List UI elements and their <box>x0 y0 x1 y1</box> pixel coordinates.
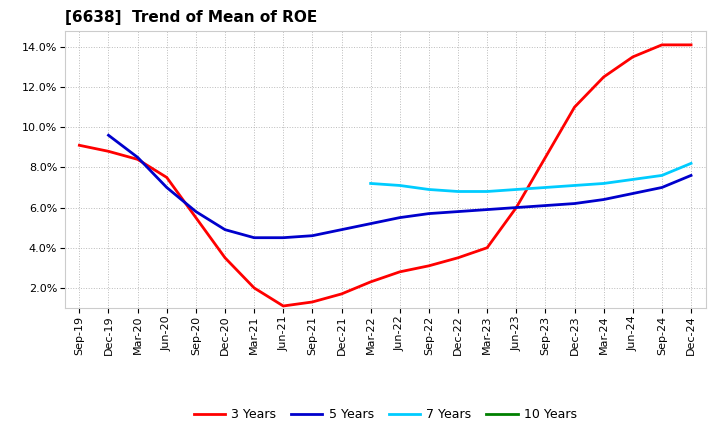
3 Years <box>454 255 462 260</box>
7 Years <box>395 183 404 188</box>
3 Years <box>425 263 433 268</box>
3 Years <box>104 149 113 154</box>
7 Years <box>366 181 375 186</box>
7 Years <box>599 181 608 186</box>
7 Years <box>629 177 637 182</box>
3 Years <box>250 285 258 290</box>
5 Years <box>163 185 171 190</box>
5 Years <box>657 185 666 190</box>
5 Years <box>570 201 579 206</box>
5 Years <box>220 227 229 232</box>
5 Years <box>687 173 696 178</box>
7 Years <box>454 189 462 194</box>
3 Years <box>657 42 666 48</box>
5 Years <box>512 205 521 210</box>
5 Years <box>366 221 375 226</box>
3 Years <box>366 279 375 285</box>
3 Years <box>337 291 346 297</box>
5 Years <box>395 215 404 220</box>
3 Years <box>163 175 171 180</box>
3 Years <box>599 74 608 80</box>
Text: [6638]  Trend of Mean of ROE: [6638] Trend of Mean of ROE <box>65 11 317 26</box>
3 Years <box>483 245 492 250</box>
5 Years <box>454 209 462 214</box>
7 Years <box>425 187 433 192</box>
3 Years <box>512 205 521 210</box>
7 Years <box>657 173 666 178</box>
3 Years <box>75 143 84 148</box>
5 Years <box>629 191 637 196</box>
Line: 7 Years: 7 Years <box>371 163 691 191</box>
5 Years <box>279 235 287 240</box>
7 Years <box>483 189 492 194</box>
5 Years <box>104 132 113 138</box>
7 Years <box>541 185 550 190</box>
5 Years <box>250 235 258 240</box>
3 Years <box>629 54 637 59</box>
5 Years <box>337 227 346 232</box>
3 Years <box>133 157 142 162</box>
3 Years <box>570 104 579 110</box>
3 Years <box>308 299 317 304</box>
7 Years <box>687 161 696 166</box>
Line: 5 Years: 5 Years <box>109 135 691 238</box>
3 Years <box>220 255 229 260</box>
5 Years <box>425 211 433 216</box>
3 Years <box>541 155 550 160</box>
7 Years <box>570 183 579 188</box>
7 Years <box>512 187 521 192</box>
5 Years <box>133 155 142 160</box>
5 Years <box>599 197 608 202</box>
3 Years <box>279 303 287 308</box>
Line: 3 Years: 3 Years <box>79 45 691 306</box>
3 Years <box>192 215 200 220</box>
Legend: 3 Years, 5 Years, 7 Years, 10 Years: 3 Years, 5 Years, 7 Years, 10 Years <box>189 403 582 426</box>
5 Years <box>192 209 200 214</box>
5 Years <box>308 233 317 238</box>
3 Years <box>687 42 696 48</box>
5 Years <box>541 203 550 208</box>
3 Years <box>395 269 404 275</box>
5 Years <box>483 207 492 212</box>
